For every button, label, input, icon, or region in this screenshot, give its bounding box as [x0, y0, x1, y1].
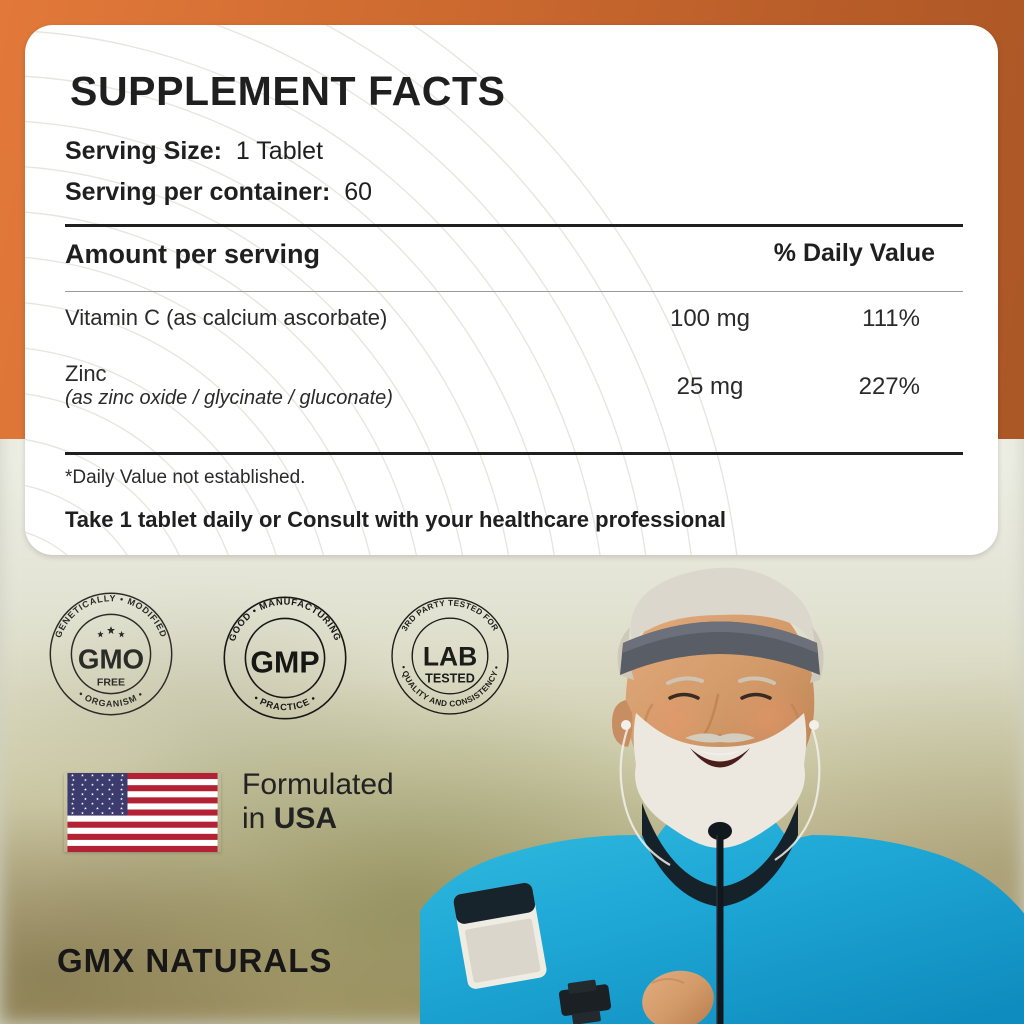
svg-text:GMP: GMP	[250, 647, 319, 680]
svg-text:3RD PARTY TESTED FOR: 3RD PARTY TESTED FOR	[400, 599, 500, 633]
svg-text:• ORGANISM •: • ORGANISM •	[77, 689, 146, 709]
svg-text:GOOD • MANUFACTURING: GOOD • MANUFACTURING	[227, 597, 343, 643]
svg-text:LAB: LAB	[423, 641, 477, 671]
svg-text:FREE: FREE	[97, 677, 125, 689]
svg-text:GMO: GMO	[78, 644, 144, 675]
svg-text:• PRACTICE •: • PRACTICE •	[252, 693, 318, 712]
svg-text:TESTED: TESTED	[425, 671, 475, 685]
